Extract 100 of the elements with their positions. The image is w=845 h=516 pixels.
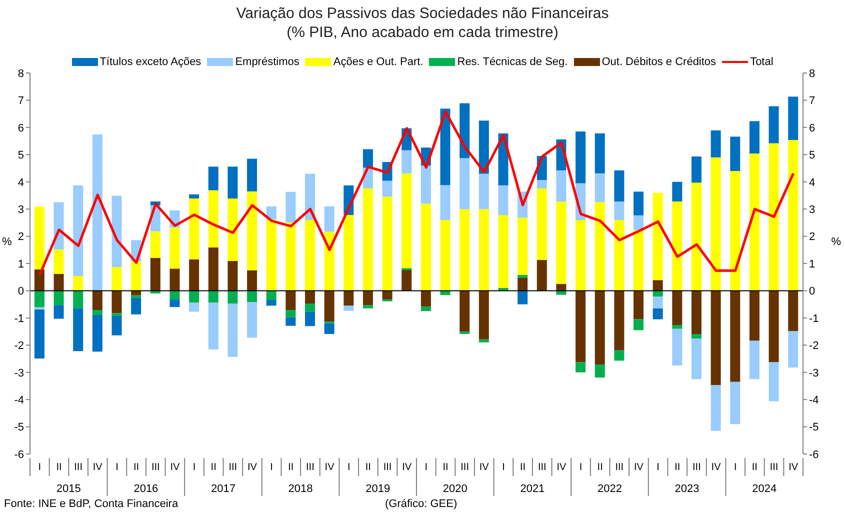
y-tick-label: 1	[18, 258, 24, 270]
bar	[652, 308, 663, 320]
x-tick-label: III	[460, 462, 469, 473]
bar	[73, 308, 84, 352]
bar	[691, 290, 702, 334]
y-tick-label: 0	[18, 286, 24, 298]
bar	[112, 267, 122, 291]
bar	[286, 310, 296, 318]
bar	[324, 290, 334, 322]
legend-label: Res. Técnicas de Seg.	[457, 56, 568, 68]
bar	[150, 231, 160, 258]
bar	[768, 143, 779, 291]
bar	[498, 215, 508, 288]
text: 2018	[288, 483, 313, 495]
x-tick-label: II	[56, 462, 62, 473]
text: 2023	[674, 483, 700, 495]
x-tick-label: I	[502, 462, 505, 473]
bar	[228, 290, 238, 304]
text: 2020	[442, 483, 468, 495]
bar	[382, 196, 392, 291]
bar	[672, 201, 682, 291]
bar	[594, 202, 605, 291]
text: 2019	[366, 483, 390, 495]
bar	[266, 290, 276, 300]
y2-tick-label: 7	[809, 95, 816, 108]
bar	[576, 132, 586, 184]
bar	[614, 350, 624, 361]
bar	[730, 136, 740, 171]
bar	[54, 274, 64, 291]
bar	[92, 310, 102, 315]
bar	[247, 158, 258, 192]
legend-label: Ações e Out. Part.	[333, 56, 424, 68]
y2-axis-title: %	[831, 236, 841, 248]
x-tick-label: II	[442, 462, 448, 473]
bar	[382, 290, 392, 300]
bar	[131, 261, 142, 291]
bar	[478, 209, 489, 291]
bar	[614, 290, 624, 350]
bar	[634, 319, 644, 330]
bar	[536, 188, 547, 260]
bar	[691, 182, 702, 291]
x-tick-label: II	[134, 462, 140, 473]
x-tick-label: III	[383, 462, 392, 473]
legend-label: Total	[750, 56, 774, 68]
bar	[228, 304, 238, 357]
bar	[460, 158, 470, 210]
bar	[652, 280, 663, 291]
bar	[208, 290, 218, 303]
y-tick-label: 3	[18, 204, 24, 216]
y2-tick-label: 1	[809, 258, 816, 270]
legend-label: Títulos exceto Ações	[100, 56, 202, 68]
bar	[768, 106, 779, 144]
y-tick-label: -3	[14, 367, 24, 380]
bar	[208, 247, 218, 291]
bar	[54, 290, 64, 306]
x-tick-label: I	[38, 462, 42, 473]
x-tick-label: IV	[479, 462, 490, 473]
y-tick-label: -2	[14, 340, 24, 352]
bar	[730, 382, 740, 424]
bar	[672, 328, 682, 366]
bar	[518, 218, 528, 275]
bar	[518, 278, 528, 291]
y-tick-label: -1	[14, 312, 24, 325]
y-axis-title: %	[2, 236, 12, 248]
bar	[266, 300, 276, 306]
x-tick-label: I	[192, 462, 196, 473]
bar	[594, 173, 605, 202]
y-tick-label: 7	[18, 95, 24, 108]
x-tick-label: I	[734, 462, 737, 473]
bar	[228, 261, 238, 291]
bar	[362, 305, 373, 308]
bar	[344, 290, 354, 306]
x-tick-label: I	[347, 462, 350, 473]
bar	[460, 103, 470, 158]
legend-label: Empréstimos	[235, 56, 300, 68]
bar	[788, 140, 798, 291]
x-tick-label: III	[615, 462, 624, 473]
bar	[634, 230, 644, 291]
bar	[691, 156, 702, 183]
bar	[344, 306, 354, 311]
bar	[788, 330, 798, 368]
bar	[710, 290, 721, 386]
bar	[324, 206, 334, 232]
bar	[749, 154, 760, 291]
bar	[768, 290, 779, 362]
bar	[189, 259, 200, 291]
bar	[304, 290, 315, 304]
bar	[208, 166, 218, 190]
text: 2015	[56, 483, 81, 495]
bar	[420, 290, 431, 307]
bar	[247, 290, 258, 302]
bar	[652, 290, 663, 297]
chart-title: Variação dos Passivos das Sociedades não Financeiras	[235, 4, 610, 23]
bar	[73, 276, 84, 291]
x-tick-label: II	[752, 462, 758, 473]
bar	[594, 290, 605, 364]
y-tick-label: 5	[18, 150, 24, 162]
line-series	[38, 110, 795, 276]
bar	[286, 192, 296, 222]
x-tick-label: IV	[402, 462, 412, 473]
